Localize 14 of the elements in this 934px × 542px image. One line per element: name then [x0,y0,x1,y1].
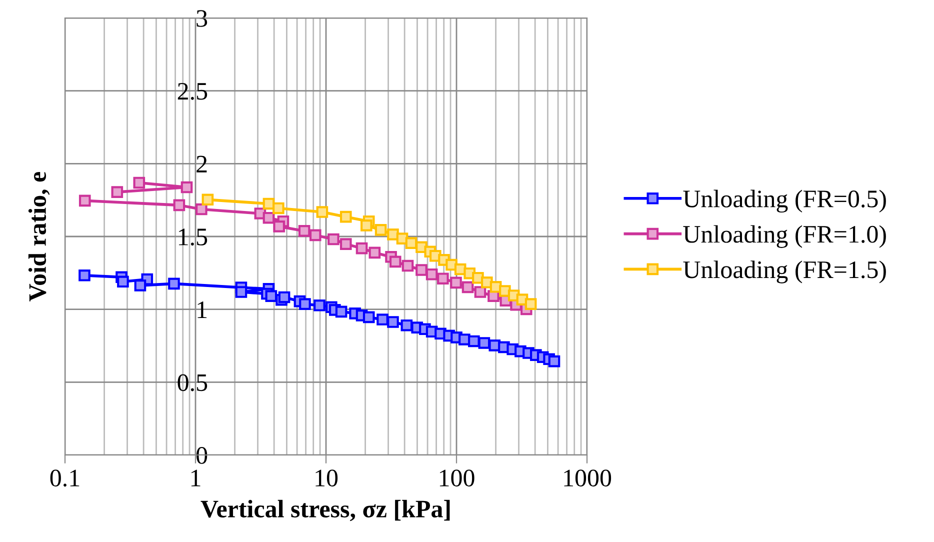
y-axis-title: Void ratio, e [28,172,50,302]
y-tick-label: 0.5 [178,374,208,392]
x-tick-label: 100 [440,470,474,486]
legend-label: Unloading (FR=1.0) [683,225,886,248]
legend-label: Unloading (FR=1.5) [683,260,886,284]
legend-label: Unloading (FR=0.5) [683,190,886,213]
x-tick-label: 1000 [564,470,612,486]
y-tick-label: 2.5 [178,82,208,100]
y-tick-label: 1.5 [179,228,208,246]
x-tick-label: 10 [316,470,338,486]
x-tick-label: 0.1 [50,470,80,487]
y-tick-label: 2 [196,156,207,172]
y-tick-label: 1 [198,302,207,318]
x-axis-title: Vertical stress, σz [kPa] [200,500,450,522]
